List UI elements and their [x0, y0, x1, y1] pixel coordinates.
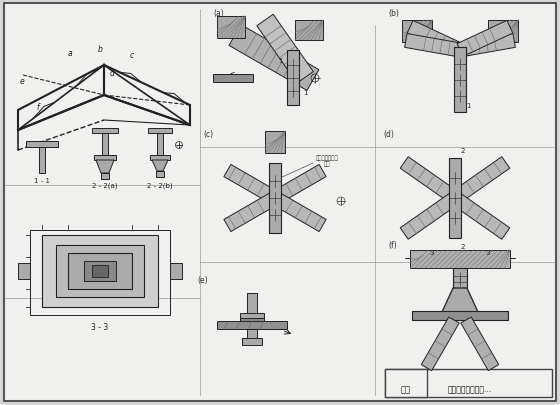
Bar [170, 263, 182, 279]
Bar [150, 156, 170, 161]
Polygon shape [459, 34, 515, 58]
Polygon shape [407, 21, 463, 57]
Polygon shape [224, 192, 278, 232]
Text: e: e [20, 76, 25, 85]
Bar [240, 318, 264, 323]
Polygon shape [451, 157, 510, 204]
Text: 2: 2 [461, 243, 465, 249]
Text: 1 - 1: 1 - 1 [34, 177, 50, 183]
Text: d: d [110, 69, 114, 78]
Text: (a): (a) [213, 9, 224, 17]
Polygon shape [152, 161, 168, 172]
Bar [247, 329, 257, 339]
Bar [30, 230, 170, 315]
Bar [56, 245, 144, 297]
Bar [242, 338, 262, 345]
Bar [18, 263, 30, 279]
Text: 三支点式天窗架节...: 三支点式天窗架节... [448, 385, 492, 394]
Text: 1: 1 [466, 103, 470, 109]
Bar [449, 159, 461, 239]
Bar [488, 21, 518, 43]
Bar [148, 129, 172, 134]
Bar [454, 48, 466, 113]
Text: (d): (d) [383, 129, 394, 138]
Text: 2: 2 [461, 148, 465, 153]
Bar [42, 235, 158, 307]
Bar [247, 293, 257, 315]
Bar [240, 313, 264, 319]
Bar [412, 311, 508, 320]
Text: 2 - 2(a): 2 - 2(a) [92, 182, 118, 189]
Text: a: a [68, 49, 72, 58]
Polygon shape [257, 15, 314, 84]
Bar [157, 134, 163, 156]
Polygon shape [405, 34, 461, 58]
Text: (b): (b) [388, 9, 399, 17]
Text: (f): (f) [388, 241, 396, 250]
Text: (e): (e) [197, 276, 208, 285]
Polygon shape [229, 26, 319, 91]
Text: c: c [130, 50, 134, 60]
Text: 1: 1 [303, 90, 307, 96]
Text: 2 - 2(b): 2 - 2(b) [147, 182, 173, 189]
Bar [94, 156, 116, 161]
Bar [26, 142, 58, 148]
Text: 图名: 图名 [401, 385, 411, 394]
Polygon shape [421, 317, 459, 371]
Polygon shape [461, 317, 499, 371]
Text: b: b [97, 45, 102, 53]
Bar [217, 17, 245, 39]
Text: f: f [37, 103, 39, 112]
Polygon shape [442, 288, 478, 312]
Text: 1: 1 [278, 58, 282, 64]
Bar [217, 321, 287, 329]
Polygon shape [272, 192, 326, 232]
Text: (c): (c) [203, 129, 213, 138]
Bar [385, 369, 427, 397]
Bar [287, 51, 299, 106]
Bar [101, 174, 109, 179]
Bar [68, 254, 132, 289]
Text: 3: 3 [430, 249, 434, 256]
Bar [84, 261, 116, 281]
Polygon shape [400, 193, 459, 240]
Bar [295, 21, 323, 41]
Bar [265, 132, 285, 153]
Polygon shape [272, 165, 326, 205]
Bar [92, 265, 108, 277]
Bar [385, 369, 552, 397]
Bar [156, 172, 164, 177]
Bar [92, 129, 118, 134]
Polygon shape [451, 193, 510, 240]
Bar [269, 164, 281, 233]
Text: 3: 3 [486, 249, 490, 256]
Bar [410, 250, 510, 269]
Text: 3 - 3: 3 - 3 [91, 323, 109, 332]
Text: 弧线处一般按原
划法: 弧线处一般按原 划法 [316, 155, 338, 166]
Bar [102, 134, 108, 156]
Bar [402, 21, 432, 43]
Bar [39, 148, 45, 174]
Polygon shape [96, 161, 114, 174]
Bar [453, 269, 467, 288]
Polygon shape [400, 157, 459, 204]
Polygon shape [457, 21, 513, 57]
Polygon shape [224, 165, 278, 205]
Bar [213, 75, 253, 83]
